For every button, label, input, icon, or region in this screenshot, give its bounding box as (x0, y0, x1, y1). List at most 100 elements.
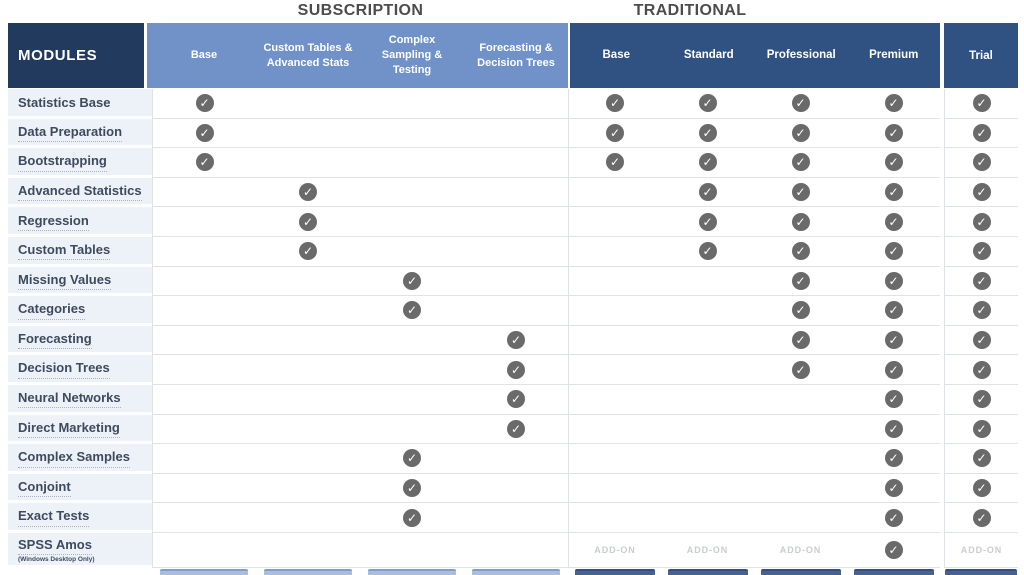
check-icon: ✓ (884, 331, 903, 350)
module-label[interactable]: Decision Trees (18, 361, 110, 379)
module-label-cell: Data Preparation (8, 118, 152, 149)
matrix-cell (152, 444, 256, 474)
module-label[interactable]: Regression (18, 213, 89, 231)
matrix-cell (152, 236, 256, 267)
matrix-cell (754, 444, 847, 474)
select-plan-button[interactable] (761, 569, 841, 575)
matrix-cell (256, 118, 360, 149)
select-plan-button[interactable] (160, 569, 248, 575)
matrix-cell (464, 532, 568, 568)
matrix-cell: ✓ (847, 414, 940, 445)
check-icon: ✓ (884, 183, 903, 202)
module-label-cell: Complex Samples (8, 444, 152, 474)
check-icon: ✓ (698, 212, 717, 231)
module-label[interactable]: Direct Marketing (18, 420, 120, 438)
traditional-column-header: Standard (683, 48, 734, 61)
matrix-cell: ✓ (152, 148, 256, 178)
check-icon: ✓ (195, 123, 214, 142)
matrix-cell (568, 503, 661, 533)
module-label[interactable]: Forecasting (18, 331, 92, 350)
matrix-cell: ✓ (847, 355, 940, 385)
module-label-cell: Decision Trees (8, 355, 152, 385)
matrix-cell (568, 384, 661, 415)
module-label-cell: Neural Networks (8, 384, 152, 415)
matrix-cell (568, 444, 661, 474)
matrix-cell: ✓ (754, 296, 847, 326)
module-label[interactable]: Complex Samples (18, 449, 130, 468)
check-icon: ✓ (791, 153, 810, 172)
check-icon: ✓ (299, 242, 317, 261)
module-label[interactable]: SPSS Amos (18, 537, 92, 556)
matrix-cell: ✓ (847, 207, 940, 237)
matrix-cell: ✓ (847, 89, 940, 119)
table-row: Regression ✓ ✓ ✓ ✓ ✓ (8, 207, 1018, 237)
matrix-cell (152, 355, 256, 385)
column-gap (940, 473, 944, 504)
matrix-cell: ✓ (754, 266, 847, 297)
module-label[interactable]: Exact Tests (18, 509, 90, 527)
matrix-cell: ✓ (944, 266, 1018, 297)
check-icon: ✓ (972, 390, 991, 409)
matrix-cell: ✓ (568, 148, 661, 178)
matrix-cell: ✓ (464, 414, 568, 445)
matrix-cell: ✓ (944, 118, 1018, 149)
select-plan-button[interactable] (264, 569, 352, 575)
select-plan-button[interactable] (854, 569, 934, 575)
module-label[interactable]: Missing Values (18, 272, 112, 290)
trial-column-header: Trial (944, 23, 1018, 88)
matrix-cell (754, 503, 847, 533)
matrix-cell: ✓ (847, 177, 940, 208)
traditional-group-title: TRADITIONAL (633, 2, 747, 19)
matrix-cell (754, 473, 847, 504)
matrix-cell (568, 207, 661, 237)
matrix-cell (568, 177, 661, 208)
matrix-cell (661, 444, 754, 474)
column-gap (940, 118, 944, 149)
module-label[interactable]: Bootstrapping (18, 154, 107, 172)
module-label-cell: Regression (8, 207, 152, 237)
check-icon: ✓ (791, 212, 810, 231)
matrix-cell (568, 325, 661, 356)
matrix-cell (256, 325, 360, 356)
check-icon: ✓ (884, 301, 903, 320)
matrix-cell (568, 236, 661, 267)
module-label[interactable]: Custom Tables (18, 242, 111, 261)
column-gap (940, 384, 944, 415)
select-plan-button[interactable] (575, 569, 655, 575)
column-gap (940, 207, 944, 237)
module-label[interactable]: Data Preparation (18, 124, 123, 143)
module-label-cell: Exact Tests (8, 503, 152, 533)
check-icon: ✓ (884, 94, 903, 113)
column-gap (940, 355, 944, 385)
column-gap (940, 296, 944, 326)
select-plan-button[interactable] (368, 569, 456, 575)
check-icon: ✓ (299, 212, 317, 231)
matrix-cell: ✓ (847, 296, 940, 326)
table-row: Categories ✓ ✓ ✓ ✓ (8, 296, 1018, 326)
module-label[interactable]: Conjoint (18, 479, 71, 498)
matrix-cell: ADD-ON (944, 532, 1018, 568)
select-plan-button[interactable] (945, 569, 1017, 575)
table-body: Statistics Base ✓ ✓ ✓ ✓ ✓ ✓ Data Preparation … (8, 89, 1018, 568)
matrix-cell: ✓ (754, 148, 847, 178)
check-icon: ✓ (972, 153, 991, 172)
check-icon: ✓ (884, 360, 903, 379)
module-label[interactable]: Advanced Statistics (18, 183, 142, 202)
select-plan-button[interactable] (472, 569, 560, 575)
check-icon: ✓ (972, 331, 991, 350)
check-icon: ✓ (791, 94, 810, 113)
matrix-cell: ✓ (847, 325, 940, 356)
check-icon: ✓ (791, 242, 810, 261)
matrix-cell: ✓ (754, 355, 847, 385)
matrix-cell (256, 444, 360, 474)
module-label[interactable]: Categories (18, 302, 86, 320)
module-label[interactable]: Neural Networks (18, 390, 121, 409)
select-plan-button[interactable] (668, 569, 748, 575)
column-gap (940, 266, 944, 297)
check-icon: ✓ (791, 183, 810, 202)
matrix-cell: ✓ (661, 207, 754, 237)
matrix-cell: ✓ (944, 444, 1018, 474)
matrix-cell (464, 503, 568, 533)
matrix-cell (568, 414, 661, 445)
check-icon: ✓ (299, 183, 317, 202)
